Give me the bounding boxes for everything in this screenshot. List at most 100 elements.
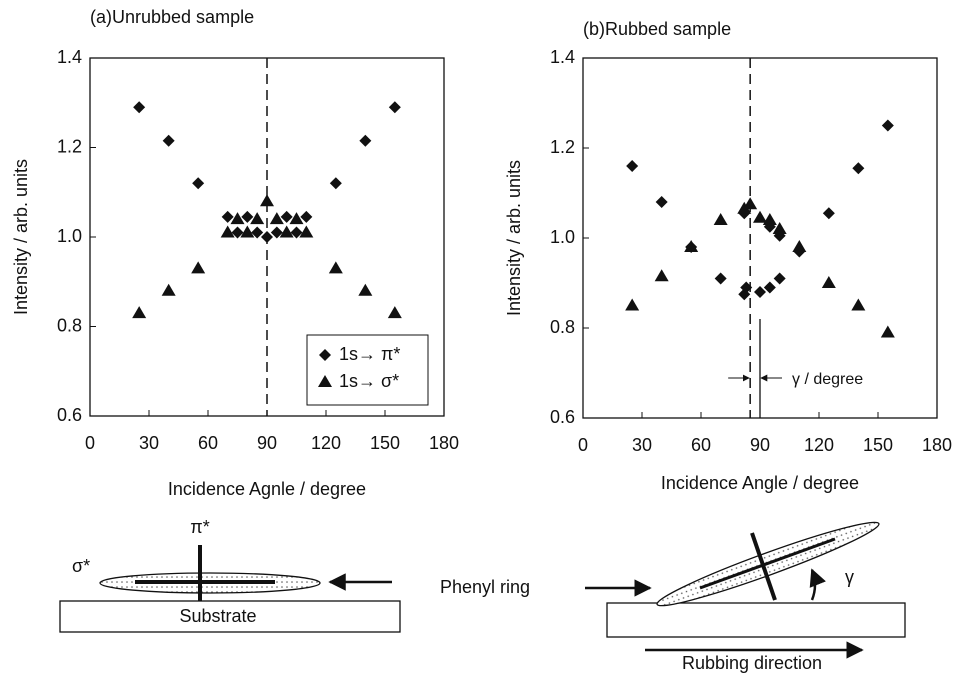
charts: (a)Unrubbed sample Incidence Agnle / degr…: [11, 7, 952, 499]
y-tick-label: 1.4: [550, 47, 575, 67]
diamond-point: [763, 281, 776, 294]
triangle-point: [654, 269, 669, 282]
annotation: γ / degree: [792, 371, 863, 388]
diamond-point: [773, 272, 786, 285]
sigma-label: σ*: [72, 556, 90, 576]
triangle-point: [260, 194, 274, 207]
diamond-point: [714, 272, 727, 285]
triangle-point: [328, 261, 343, 274]
triangle-point: [230, 212, 245, 225]
substrate: [59, 600, 401, 633]
triangle-point: [220, 225, 235, 238]
pi-label: π*: [190, 517, 209, 537]
triangle-point: [318, 375, 332, 387]
triangle-point: [279, 225, 294, 238]
x-tick-label: 30: [632, 435, 652, 455]
triangle-point: [250, 212, 265, 225]
triangle-point: [772, 222, 787, 234]
triangle-point: [289, 212, 304, 225]
diamond-point: [261, 231, 273, 243]
diamond-point: [162, 134, 175, 147]
x-tick-label: 60: [691, 435, 711, 455]
diamond-point: [251, 226, 264, 239]
triangle-point: [851, 298, 866, 311]
triangle-point: [358, 283, 373, 296]
diamond-point: [231, 226, 244, 239]
diamond-point: [270, 226, 283, 239]
x-tick-label: 60: [198, 433, 218, 453]
y-axis-label: Intensity / arb. units: [504, 160, 524, 316]
ring-axis: [699, 537, 836, 590]
diamond-point: [655, 196, 668, 208]
x-tick-label: 90: [257, 433, 277, 453]
triangle-point: [191, 261, 206, 274]
y-tick-label: 1.2: [57, 136, 82, 156]
triangle-point: [387, 306, 402, 319]
diamond-point: [329, 177, 342, 190]
diamond-point: [359, 134, 372, 147]
x-tick-label: 0: [85, 433, 95, 453]
y-tick-label: 1.0: [57, 226, 82, 246]
rubbing-label: Rubbing direction: [682, 653, 822, 673]
x-tick-label: 150: [370, 433, 400, 453]
diamond-point: [280, 210, 293, 223]
x-tick-label: 0: [578, 435, 588, 455]
legend-label: 1s→ σ*: [339, 371, 399, 391]
x-tick-label: 180: [429, 433, 459, 453]
diamond-point: [319, 349, 331, 361]
diamond-point: [241, 210, 254, 223]
x-tick-label: 30: [139, 433, 159, 453]
x-axis-label: Incidence Agnle / degree: [168, 479, 366, 499]
y-tick-label: 1.0: [550, 227, 575, 247]
diamond-point: [388, 101, 401, 114]
x-axis-label: Incidence Angle / degree: [661, 473, 859, 493]
triangle-point: [132, 306, 147, 319]
diamond-point: [754, 286, 766, 298]
gamma-arc: [809, 568, 826, 601]
y-axis-label: Intensity / arb. units: [11, 159, 31, 315]
y-tick-label: 0.6: [550, 407, 575, 427]
diamond-point: [300, 210, 313, 223]
diamond-point: [822, 207, 835, 220]
y-tick-label: 0.8: [57, 315, 82, 335]
triangle-point: [743, 197, 758, 210]
diamond-point: [740, 281, 753, 294]
diamond-point: [881, 119, 894, 132]
triangle-point: [762, 213, 777, 225]
triangle-point: [880, 325, 895, 338]
diamond-point: [852, 162, 865, 175]
triangle-point: [821, 276, 836, 288]
y-tick-label: 1.4: [57, 47, 82, 67]
triangle-point: [161, 283, 176, 296]
gamma-label: γ: [845, 567, 854, 587]
legend-box: [306, 334, 429, 406]
pi-axis: [750, 532, 777, 601]
triangle-point: [240, 225, 255, 238]
diagram: Substrate σ* π* Phenyl ring γ Rubbing di…: [59, 517, 906, 673]
triangle-point: [269, 212, 284, 225]
triangle-point: [753, 210, 767, 223]
diamond-point: [290, 226, 303, 239]
triangle-point: [792, 240, 807, 252]
substrate: [606, 602, 906, 638]
x-tick-label: 180: [922, 435, 952, 455]
x-tick-label: 120: [804, 435, 834, 455]
diamond-point: [221, 210, 234, 223]
diamond-point: [133, 101, 146, 114]
legend-label: 1s→ π*: [339, 344, 400, 364]
chart-title: (b)Rubbed sample: [583, 19, 731, 39]
chart-title: (a)Unrubbed sample: [90, 7, 254, 27]
x-tick-label: 120: [311, 433, 341, 453]
diamond-point: [626, 160, 639, 172]
triangle-point: [625, 298, 640, 311]
x-tick-label: 90: [750, 435, 770, 455]
y-tick-label: 0.8: [550, 317, 575, 337]
triangle-point: [713, 213, 728, 225]
y-tick-label: 1.2: [550, 137, 575, 157]
diamond-point: [192, 177, 205, 190]
y-tick-label: 0.6: [57, 405, 82, 425]
x-tick-label: 150: [863, 435, 893, 455]
phenyl-label: Phenyl ring: [440, 577, 530, 597]
substrate-label: Substrate: [179, 606, 256, 626]
